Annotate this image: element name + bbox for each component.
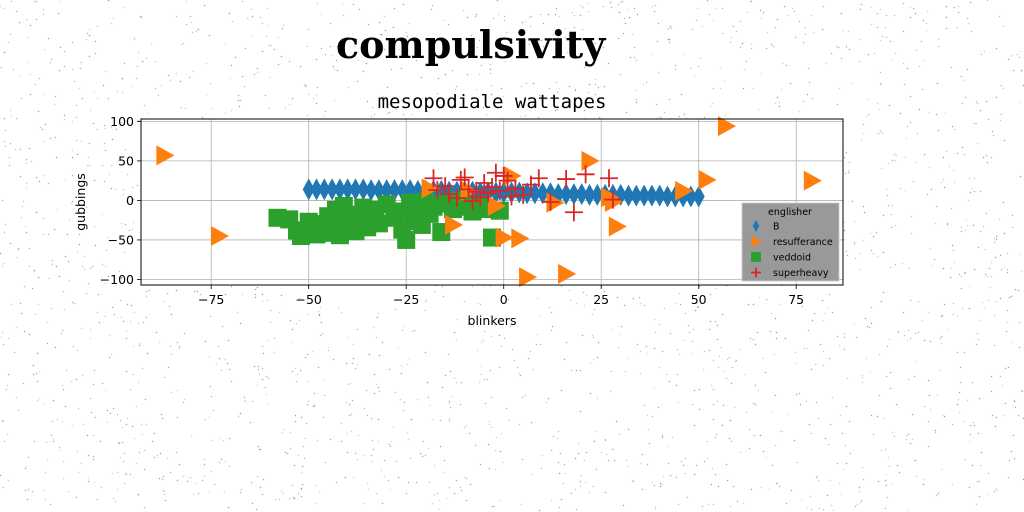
point-resufferance	[211, 225, 229, 246]
point-B	[365, 179, 378, 202]
axes-title: mesopodiale wattapes	[378, 91, 607, 113]
point-veddoid	[369, 214, 388, 233]
x-tick-label: 25	[593, 292, 609, 307]
point-B	[333, 178, 346, 201]
point-B	[536, 182, 549, 205]
point-B	[575, 183, 588, 206]
series-superheavy	[424, 163, 622, 222]
plot-frame	[140, 118, 844, 286]
point-superheavy	[557, 170, 576, 189]
figure-title: compulsivity	[336, 22, 606, 67]
legend-marker-superheavy	[751, 267, 761, 278]
point-resufferance	[156, 145, 175, 166]
point-veddoid	[397, 230, 416, 249]
point-superheavy	[541, 193, 560, 211]
x-tick-label: −25	[393, 292, 419, 307]
point-superheavy	[463, 192, 482, 211]
point-B	[349, 178, 362, 201]
x-tick-label: −50	[296, 292, 322, 307]
point-superheavy	[576, 165, 595, 184]
y-tick-label: 100	[110, 114, 134, 129]
y-tick-label: −100	[100, 272, 134, 287]
point-resufferance	[698, 169, 717, 190]
point-resufferance	[445, 214, 463, 235]
point-superheavy	[483, 177, 501, 196]
point-resufferance	[718, 116, 736, 137]
point-resufferance	[803, 170, 822, 191]
x-tick-label: 75	[788, 292, 804, 307]
y-tick-label: 50	[118, 153, 134, 168]
point-resufferance	[495, 227, 514, 248]
point-B	[653, 184, 666, 207]
y-tick-label: 0	[126, 193, 134, 208]
point-resufferance	[604, 192, 623, 212]
point-superheavy	[447, 189, 466, 208]
x-tick-label: 50	[691, 292, 707, 307]
point-B	[341, 178, 354, 201]
point-superheavy	[424, 169, 443, 188]
point-superheavy	[494, 166, 513, 185]
point-superheavy	[502, 187, 521, 206]
point-B	[692, 185, 705, 208]
point-superheavy	[486, 163, 505, 182]
point-superheavy	[529, 169, 548, 188]
legend-title: englisher	[768, 207, 812, 218]
point-B	[630, 184, 643, 207]
point-B	[310, 178, 323, 201]
point-veddoid	[291, 226, 310, 245]
point-superheavy	[475, 174, 494, 193]
point-superheavy	[564, 203, 583, 222]
point-B	[326, 178, 339, 201]
point-superheavy	[490, 181, 509, 200]
legend-marker-B	[752, 219, 760, 233]
x-tick-label: 0	[500, 292, 508, 307]
point-B	[583, 183, 596, 206]
point-B	[591, 183, 604, 206]
legend-marker-resufferance	[751, 236, 762, 247]
point-B	[318, 178, 331, 201]
point-superheavy	[459, 180, 478, 199]
y-axis-label: gubbings	[73, 173, 88, 231]
legend-label-veddoid: veddoid	[773, 253, 811, 264]
point-superheavy	[603, 190, 622, 209]
point-resufferance	[519, 267, 538, 288]
legend-label-B: B	[773, 222, 780, 233]
point-superheavy	[455, 168, 474, 187]
point-superheavy	[440, 185, 459, 204]
data-points	[156, 116, 822, 288]
point-B	[661, 185, 674, 208]
x-tick-label: −75	[198, 292, 224, 307]
point-superheavy	[514, 185, 533, 204]
legend-label-resufferance: resufferance	[773, 237, 833, 248]
point-B	[567, 183, 580, 206]
legend-label-superheavy: superheavy	[773, 268, 829, 279]
point-B	[302, 178, 315, 201]
point-B	[622, 184, 635, 207]
point-superheavy	[498, 171, 517, 190]
x-axis-label: blinkers	[468, 313, 517, 328]
point-superheavy	[428, 181, 447, 200]
series-veddoid	[268, 191, 509, 249]
point-resufferance	[421, 178, 440, 199]
point-B	[560, 183, 573, 206]
axis-ticks: −75 −50 −25 0 25 50 75 −100 −50 0 50 100	[100, 114, 804, 307]
point-superheavy	[451, 170, 470, 189]
point-superheavy	[600, 169, 618, 188]
point-B	[357, 178, 370, 201]
y-tick-label: −50	[108, 232, 134, 247]
point-B	[638, 184, 651, 207]
point-resufferance	[558, 263, 577, 284]
point-B	[645, 184, 658, 207]
point-superheavy	[436, 177, 455, 196]
point-B	[528, 182, 541, 205]
point-resufferance	[675, 180, 694, 201]
point-resufferance	[511, 228, 530, 249]
point-resufferance	[487, 195, 506, 216]
point-superheavy	[471, 188, 490, 207]
point-resufferance	[608, 216, 627, 237]
legend-marker-veddoid	[751, 252, 761, 262]
